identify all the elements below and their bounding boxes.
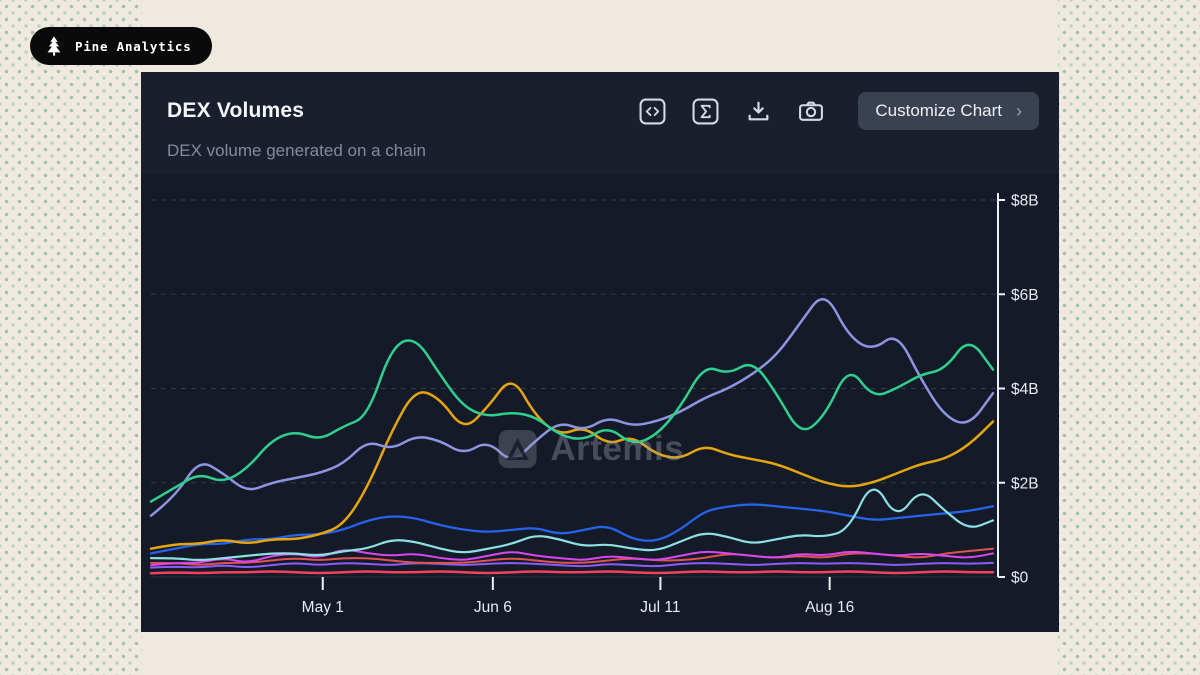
svg-text:May 1: May 1 bbox=[302, 599, 344, 616]
brand-badge-label: Pine Analytics bbox=[75, 38, 192, 54]
download-icon bbox=[748, 101, 769, 120]
dot-pattern-left bbox=[0, 0, 142, 675]
svg-text:Aug 16: Aug 16 bbox=[805, 599, 854, 616]
svg-text:$6B: $6B bbox=[1011, 287, 1039, 304]
download-button[interactable] bbox=[743, 96, 773, 126]
code-icon bbox=[639, 98, 666, 124]
camera-icon bbox=[799, 101, 824, 121]
formula-button[interactable] bbox=[690, 96, 720, 126]
dot-pattern-right bbox=[1058, 0, 1200, 675]
svg-text:Jun 6: Jun 6 bbox=[474, 599, 512, 616]
dex-volumes-chart[interactable]: $0 $2B $4B $6B $8B May 1 Jun 6 Jul 11 Aug 16 Art… bbox=[141, 174, 1059, 632]
screenshot-button[interactable] bbox=[796, 96, 826, 126]
svg-text:$0: $0 bbox=[1011, 570, 1029, 587]
svg-text:$8B: $8B bbox=[1011, 193, 1039, 210]
chart-canvas[interactable]: $0 $2B $4B $6B $8B May 1 Jun 6 Jul 11 Aug 16 bbox=[141, 174, 1059, 632]
chevron-right-icon: › bbox=[1016, 101, 1022, 121]
svg-text:$4B: $4B bbox=[1011, 381, 1039, 398]
embed-code-button[interactable] bbox=[637, 96, 667, 126]
svg-text:Jul 11: Jul 11 bbox=[640, 599, 680, 616]
customize-chart-button[interactable]: Customize Chart › bbox=[858, 92, 1039, 130]
customize-chart-label: Customize Chart bbox=[875, 101, 1002, 120]
page-title: DEX Volumes bbox=[167, 99, 305, 122]
pine-tree-icon bbox=[47, 36, 61, 56]
brand-badge: Pine Analytics bbox=[30, 27, 212, 65]
dex-volumes-card: DEX Volumes bbox=[141, 72, 1059, 632]
chart-toolbar: Customize Chart › bbox=[637, 92, 1039, 130]
svg-text:$2B: $2B bbox=[1011, 475, 1039, 492]
page-subtitle: DEX volume generated on a chain bbox=[167, 141, 426, 160]
sigma-icon bbox=[692, 98, 719, 124]
card-header: DEX Volumes bbox=[141, 72, 1059, 174]
